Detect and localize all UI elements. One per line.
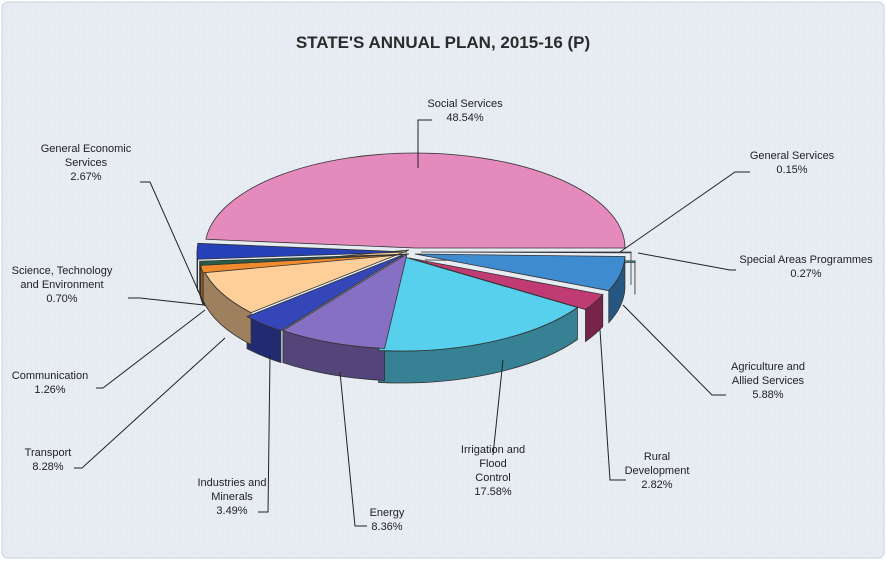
slice-name-9: and Environment — [20, 279, 103, 291]
slice-name-8: Communication — [12, 370, 88, 382]
slice-name-3: Rural — [644, 451, 670, 463]
slice-name-2: Allied Services — [732, 375, 805, 387]
slice-name-6: Industries and — [197, 477, 266, 489]
slice-value-7: 8.28% — [32, 461, 63, 473]
slice-name-9: Science, Technology — [12, 265, 113, 277]
slice-value-11: 48.54% — [446, 112, 484, 124]
slice-name-1: Special Areas Programmes — [739, 254, 873, 266]
slice-value-0: 0.15% — [776, 164, 807, 176]
slice-name-5: Energy — [370, 507, 405, 519]
slice-value-2: 5.88% — [752, 389, 783, 401]
slice-value-3: 2.82% — [641, 479, 672, 491]
slice-name-4: Control — [475, 472, 510, 484]
slice-name-10: General Economic — [41, 143, 132, 155]
slice-name-3: Development — [625, 465, 690, 477]
slice-name-10: Services — [65, 157, 108, 169]
slice-value-9: 0.70% — [46, 293, 77, 305]
slice-value-8: 1.26% — [34, 384, 65, 396]
chart-title: STATE'S ANNUAL PLAN, 2015-16 (P) — [296, 33, 590, 52]
slice-value-4: 17.58% — [474, 486, 512, 498]
slice-name-4: Irrigation and — [461, 444, 525, 456]
slice-name-2: Agriculture and — [731, 361, 805, 373]
slice-value-1: 0.27% — [790, 268, 821, 280]
pie-slice-side-9 — [200, 261, 201, 297]
slice-value-5: 8.36% — [371, 521, 402, 533]
slice-name-7: Transport — [25, 447, 72, 459]
slice-name-0: General Services — [750, 150, 835, 162]
slice-name-6: Minerals — [211, 491, 253, 503]
slice-name-4: Flood — [479, 458, 507, 470]
slice-value-6: 3.49% — [216, 505, 247, 517]
slice-value-10: 2.67% — [70, 171, 101, 183]
slice-name-11: Social Services — [427, 98, 503, 110]
